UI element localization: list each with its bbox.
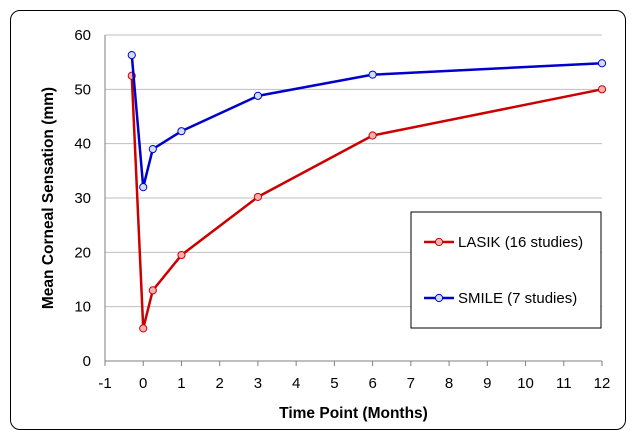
y-axis-title: Mean Corneal Sensation (mm): [40, 87, 57, 309]
x-tick-label: -1: [98, 375, 111, 392]
data-point: [368, 70, 377, 79]
data-point: [177, 250, 186, 260]
x-tick-label: 5: [330, 375, 338, 392]
legend-label: LASIK (16 studies): [458, 234, 583, 251]
series-line: [130, 54, 603, 189]
legend-label: SMILE (7 studies): [458, 290, 577, 307]
data-point: [139, 324, 148, 333]
x-tick-label: 3: [254, 375, 262, 392]
y-tick-label: 60: [74, 27, 91, 44]
data-point: [177, 127, 186, 136]
x-tick-label: 1: [177, 375, 185, 392]
data-point: [127, 51, 136, 60]
axes: [104, 35, 603, 366]
legend-box: [410, 211, 602, 329]
x-axis-title: Time Point (Months): [279, 405, 428, 422]
x-tick-label: 10: [517, 375, 534, 392]
x-tick-label: 11: [556, 375, 572, 392]
legend-marker: [434, 237, 444, 247]
x-tick-label: 12: [594, 375, 611, 392]
data-point: [597, 85, 607, 94]
data-point: [148, 145, 157, 154]
data-point: [253, 192, 263, 202]
y-tick-label: 20: [74, 244, 91, 261]
y-tick-label: 30: [74, 190, 91, 207]
series-layer: [127, 51, 607, 333]
data-point: [139, 183, 148, 192]
y-tick-label: 0: [83, 353, 91, 370]
x-tick-label: 4: [292, 375, 300, 392]
data-point: [253, 91, 263, 100]
y-tick-label: 50: [74, 81, 91, 98]
x-tick-label: 8: [445, 375, 453, 392]
data-point: [597, 59, 607, 68]
x-tick-label: 0: [139, 375, 147, 392]
x-tick-labels: -1 0 1 2 3 4 5 6 7 8 9 10 11 12: [98, 375, 610, 392]
legend: LASIK (16 studies) SMILE (7 studies): [410, 211, 602, 329]
y-tick-label: 10: [74, 299, 91, 316]
legend-marker: [434, 293, 444, 303]
x-tick-label: 2: [216, 375, 224, 392]
data-point: [368, 131, 377, 140]
y-tick-labels: 0 10 20 30 40 50 60: [74, 27, 91, 370]
x-tick-label: 9: [483, 375, 491, 392]
y-tick-label: 40: [74, 136, 91, 153]
x-tick-label: 6: [368, 375, 376, 392]
x-tick-label: 7: [407, 375, 415, 392]
series-1: [127, 51, 607, 192]
data-point: [148, 286, 157, 295]
